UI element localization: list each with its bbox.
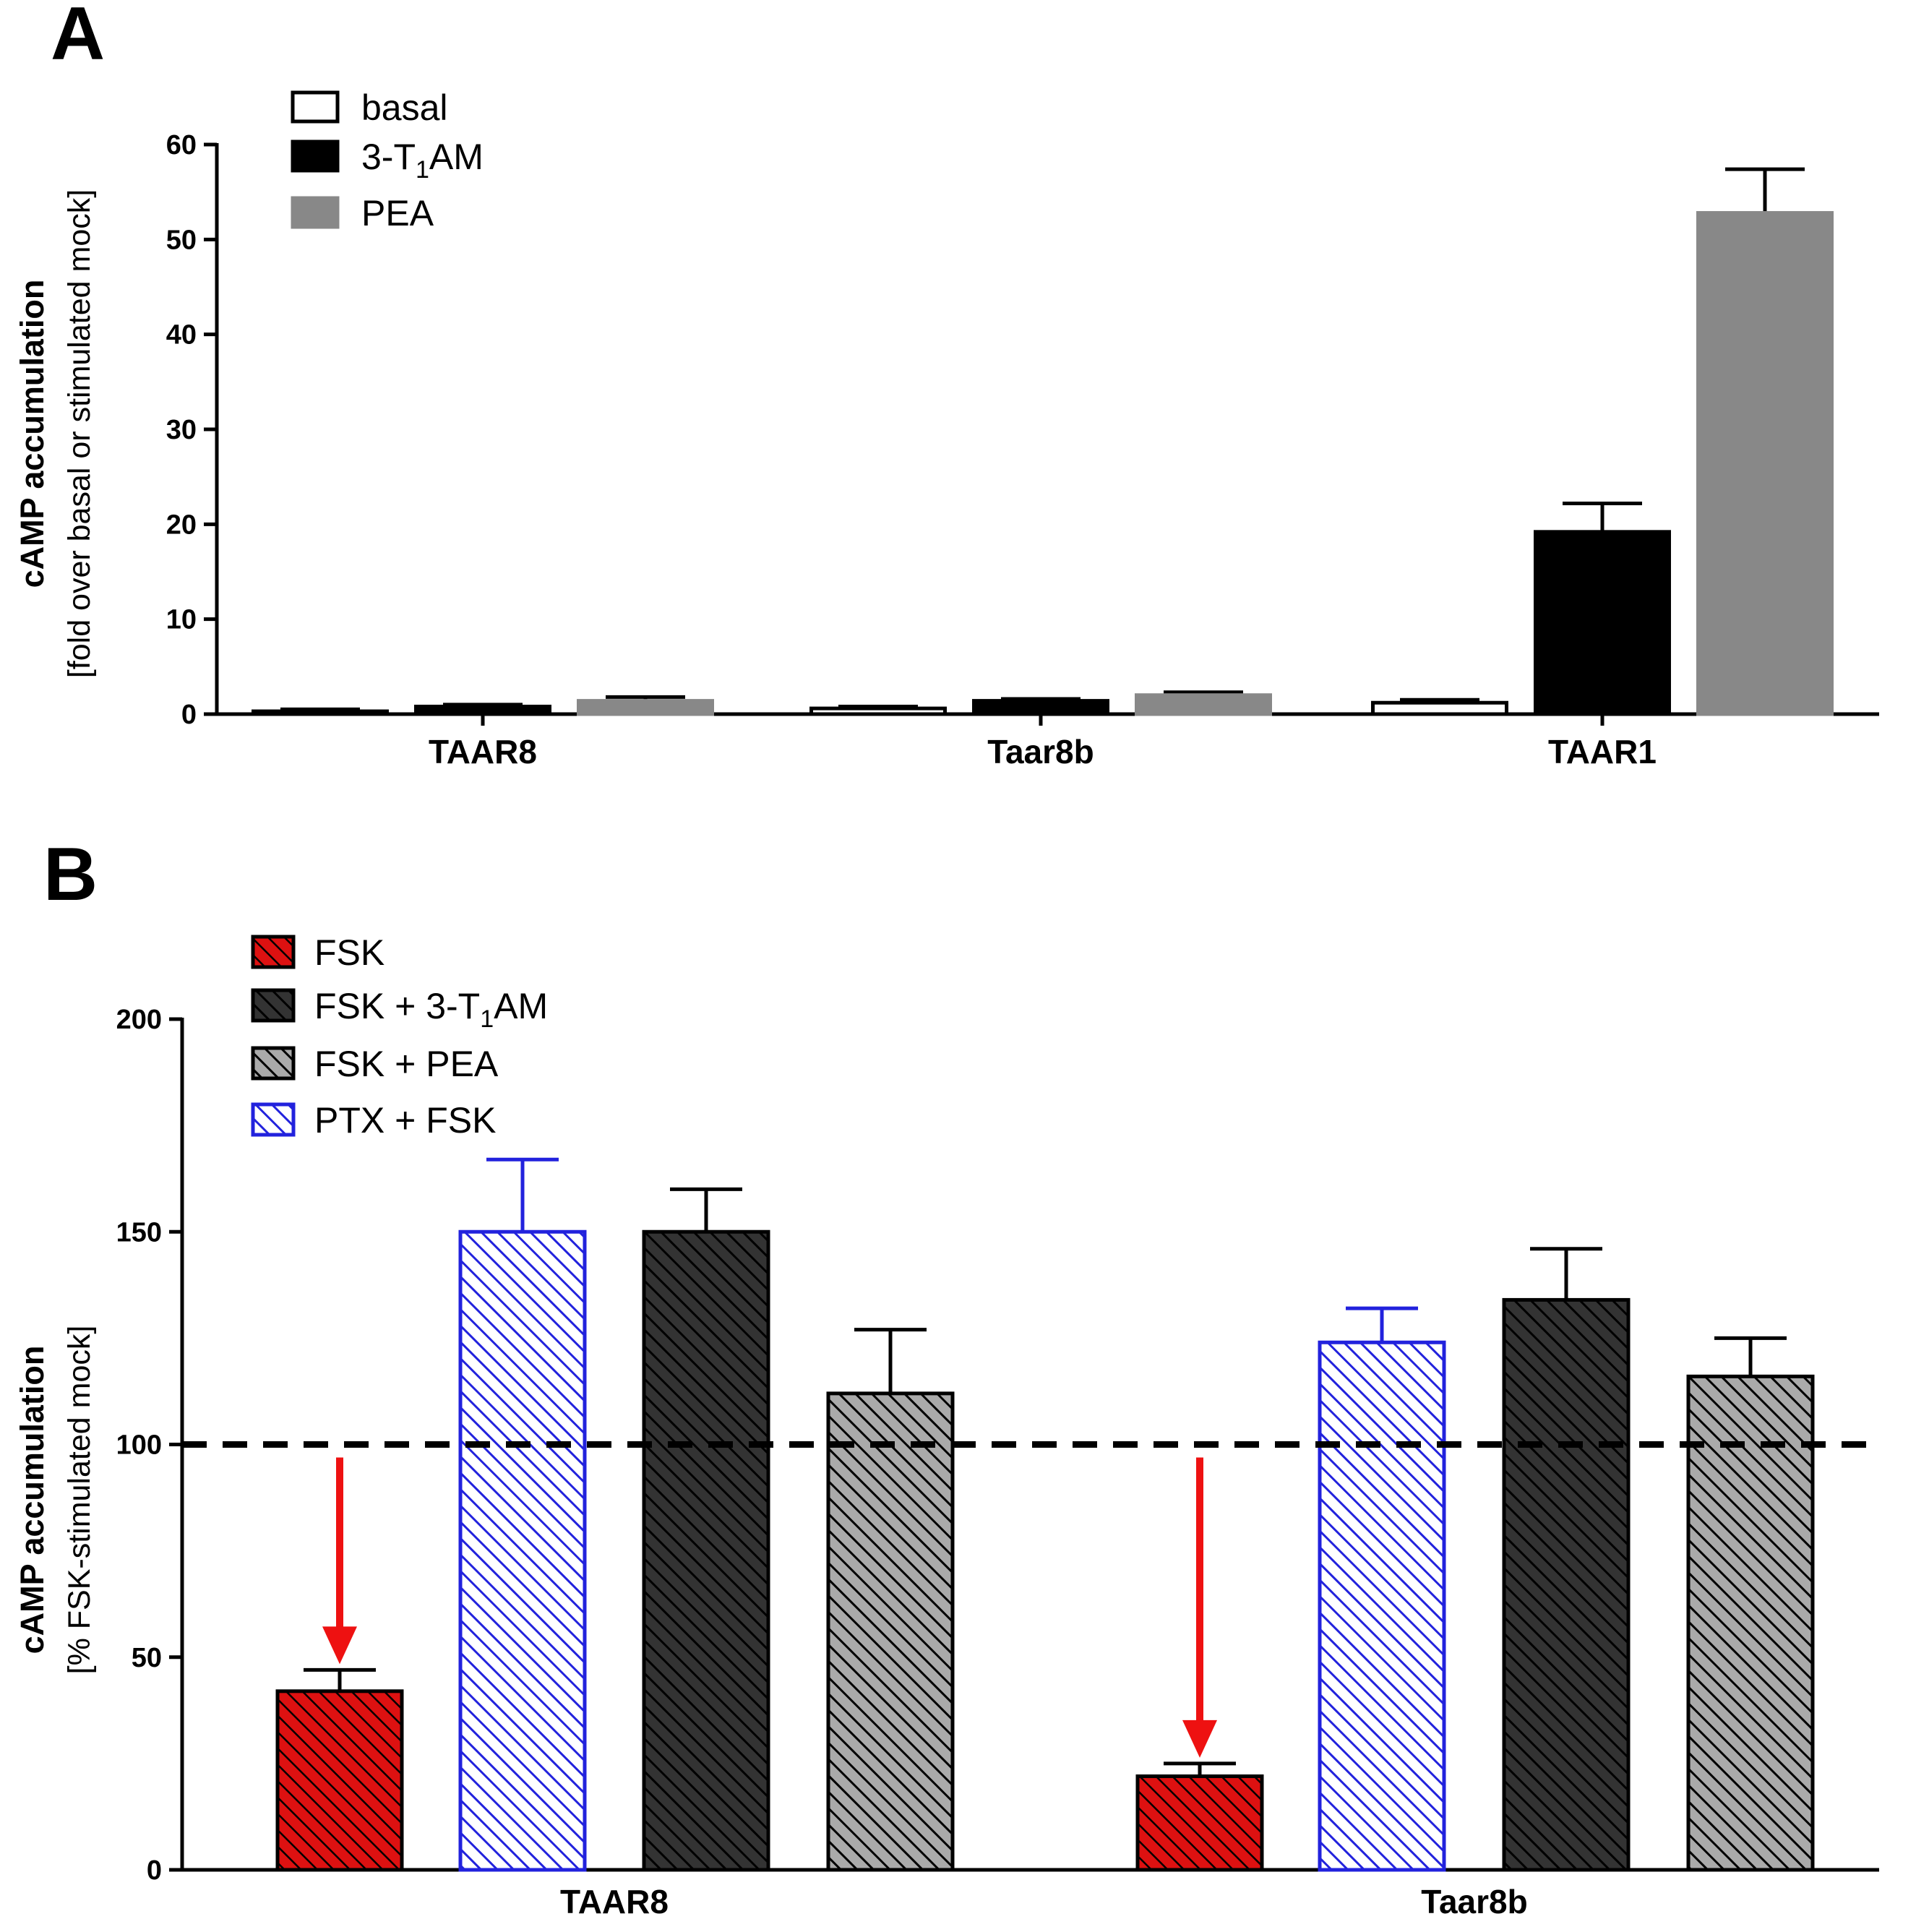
panel-a-bar-taar8b-3-t1am: [972, 699, 1109, 716]
panel-a-bar-taar1-3-t1am: [1534, 530, 1671, 716]
panel-a-category-label-taar8b: Taar8b: [987, 733, 1094, 770]
panel-b-legend-label-fsk-3-t1am-part: FSK + 3-T: [314, 986, 480, 1026]
panel-a-bar-taar1-pea: [1696, 211, 1834, 716]
panel-a-letter: A: [51, 0, 105, 76]
panel-b-ylabel-sub: [% FSK-stimulated mock]: [62, 1326, 97, 1675]
panel-a-bar-taar8-3-t1am: [414, 704, 551, 716]
panel-a-legend-label-3-t1am-subscript: 1: [416, 156, 429, 184]
panel-a-ylabel-sub: [fold over basal or stimulated mock]: [62, 189, 97, 678]
panel-b-letter: B: [43, 833, 98, 916]
panel-b-y-tick-label: 200: [116, 1005, 162, 1035]
panel-a-category-label-taar1: TAAR1: [1548, 733, 1657, 770]
panel-b-red-arrow-head: [322, 1626, 357, 1665]
panel-b-bar-taar8b-fsk-pea: [1686, 1374, 1815, 1872]
panel-b-bar-taar8b-fsk-3-t1am: [1502, 1297, 1631, 1872]
panel-a: A basal 3-T1AM PEA cAMP accumulation [fold…: [14, 0, 1879, 770]
panel-b-y-tick-label: 50: [132, 1643, 162, 1673]
panel-a-legend-swatch-basal: [291, 90, 340, 124]
panel-b-bar-taar8-fsk-3-t1am: [642, 1229, 770, 1872]
panel-b-legend-label-fsk-pea: FSK + PEA: [314, 1044, 499, 1084]
panel-a-y-tick-label: 40: [166, 320, 197, 351]
panel-a-ylabel: cAMP accumulation: [14, 280, 51, 588]
panel-b-legend-swatch-fsk-pea: [251, 1046, 296, 1081]
panel-b-legend-label-fsk-3-t1am-part: AM: [494, 986, 548, 1026]
panel-a-legend-label-pea: PEA: [361, 193, 434, 233]
panel-b-y-tick-label: 150: [116, 1217, 162, 1248]
panel-a-y-tick-label: 0: [181, 700, 197, 730]
panel-a-y-tick-label: 20: [166, 510, 197, 540]
panel-a-legend-label-basal: basal: [361, 87, 448, 128]
panel-b: B FSK FSK + 3-T1AM FSK + PEA PTX + FSK cAMP…: [14, 833, 1879, 1920]
panel-b-legend-label-fsk-3-t1am: FSK + 3-T1AM: [314, 986, 548, 1033]
panel-b-legend: FSK FSK + 3-T1AM FSK + PEA PTX + FSK: [251, 932, 548, 1141]
panel-a-y-tick-label: 50: [166, 225, 197, 255]
panel-a-y-tick-label: 60: [166, 130, 197, 160]
panel-a-legend-label-3-t1am: 3-T1AM: [361, 137, 484, 184]
panel-a-bar-taar8b-pea: [1135, 693, 1272, 716]
panel-a-legend-label-3-t1am-part: AM: [429, 137, 484, 177]
panel-b-bar-taar8-fsk: [275, 1689, 404, 1872]
panel-a-bar-taar1-basal: [1371, 700, 1508, 716]
panel-b-legend-label-fsk-3-t1am-subscript: 1: [480, 1005, 494, 1033]
panel-a-bar-taar8-pea: [577, 699, 714, 716]
panel-a-legend: basal 3-T1AM PEA: [291, 87, 484, 233]
panel-b-legend-label-ptx-fsk: PTX + FSK: [314, 1100, 496, 1141]
panel-b-bar-taar8b-ptx-fsk: [1318, 1340, 1446, 1872]
panel-b-y-tick-label: 100: [116, 1430, 162, 1461]
panel-b-category-label-taar8: TAAR8: [560, 1883, 669, 1920]
panel-b-legend-swatch-ptx-fsk: [251, 1102, 296, 1137]
panel-a-bar-taar8b-basal: [809, 706, 947, 716]
panel-a-y-tick-label: 10: [166, 605, 197, 635]
panel-b-legend-swatch-fsk-3-t1am: [251, 988, 296, 1023]
panel-b-red-arrow-head: [1182, 1720, 1217, 1758]
panel-b-category-label-taar8b: Taar8b: [1421, 1883, 1527, 1920]
panel-b-bar-taar8-ptx-fsk: [458, 1229, 587, 1872]
panel-a-plot: 0 10 20 30 40 50 60 TAAR8 Taar8b TAAR1: [166, 130, 1879, 770]
panel-b-legend-label-fsk: FSK: [314, 932, 385, 973]
panel-b-y-axis-title: cAMP accumulation [% FSK-stimulated mock…: [14, 1326, 97, 1675]
panel-a-legend-label-3-t1am-part: 3-T: [361, 137, 416, 177]
panel-b-plot: 0 50 100 150 200 TAAR8 Taar8b: [116, 1005, 1879, 1920]
panel-a-legend-swatch-pea: [291, 196, 340, 229]
panel-b-y-tick-label: 0: [147, 1855, 162, 1886]
panel-a-category-label-taar8: TAAR8: [429, 733, 537, 770]
panel-b-ylabel: cAMP accumulation: [14, 1346, 51, 1654]
panel-a-y-axis-title: cAMP accumulation [fold over basal or st…: [14, 189, 97, 678]
panel-b-legend-swatch-fsk: [251, 935, 296, 969]
panel-a-bar-taar8-basal: [252, 709, 389, 716]
panel-a-y-tick-label: 30: [166, 415, 197, 445]
panel-b-bar-taar8b-fsk: [1135, 1774, 1264, 1872]
panel-a-legend-swatch-3-t1am: [291, 139, 340, 173]
panel-b-bar-taar8-fsk-pea: [826, 1391, 955, 1872]
